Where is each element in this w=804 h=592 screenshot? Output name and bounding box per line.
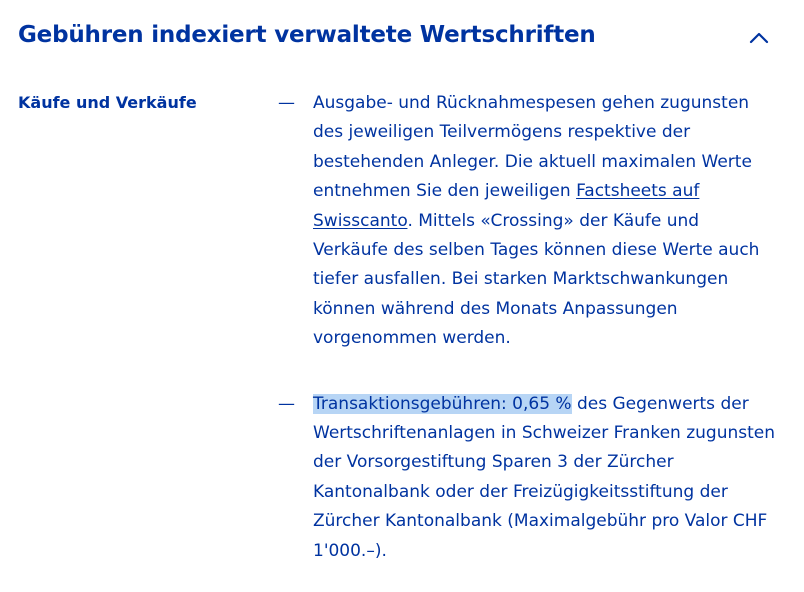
factsheets-link[interactable]: Factsheets auf Swisscanto — [313, 181, 700, 231]
accordion-header[interactable]: Gebühren indexiert verwaltete Wertschrif… — [0, 0, 804, 80]
dash-bullet: — — [278, 93, 295, 113]
row-label: Käufe und Verkäufe — [18, 93, 197, 112]
item-text: Ausgabe- und Rücknahmespesen gehen zugun… — [313, 93, 752, 202]
dash-bullet: — — [278, 393, 295, 414]
collapse-toggle-button[interactable] — [742, 22, 776, 56]
section-title: Gebühren indexiert verwaltete Wertschrif… — [18, 22, 596, 48]
list-item: — Transaktionsgebühren: 0,65 % des Gegenw… — [278, 390, 778, 566]
fee-details-list: — Ausgabe- und Rücknahmespesen gehen zugu… — [278, 89, 778, 566]
item-text-continued: des Gegenwerts der Wertschriftenanlagen … — [313, 393, 776, 561]
item-text-continued: . Mittels «Crossing» der Käufe und Verkä… — [313, 210, 760, 349]
chevron-up-icon — [749, 32, 769, 44]
selected-text-highlight: Transaktionsgebühren: 0,65 % — [313, 393, 572, 414]
list-item: — Ausgabe- und Rücknahmespesen gehen zugu… — [278, 89, 778, 354]
